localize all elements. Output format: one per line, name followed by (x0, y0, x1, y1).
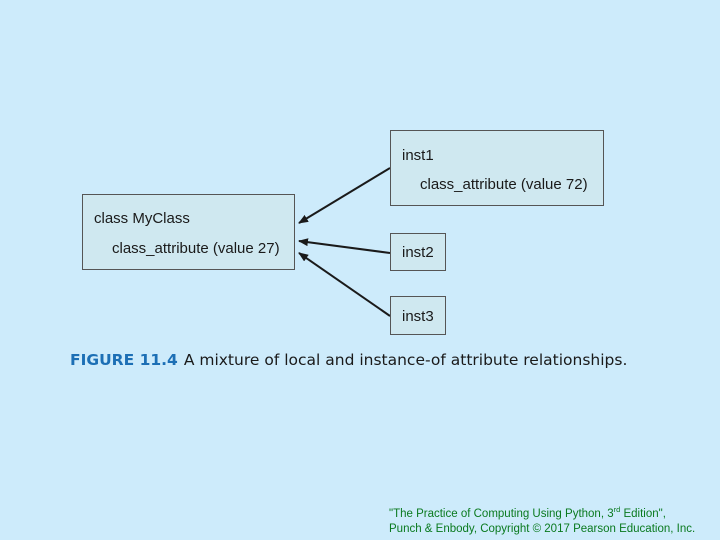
instance-box-inst2: inst2 (390, 233, 446, 271)
footer-superscript: rd (613, 505, 621, 515)
instance-title: inst3 (402, 308, 434, 325)
class-box-myclass: class MyClass class_attribute (value 27) (82, 194, 295, 270)
arrow-inst3-to-class (298, 252, 391, 317)
footer-line-1: "The Practice of Computing Using Python,… (389, 505, 695, 522)
figure-caption: FIGURE 11.4 A mixture of local and instan… (70, 351, 627, 369)
figure-caption-text: A mixture of local and instance-of attri… (183, 351, 628, 369)
instance-title: inst1 (402, 147, 434, 164)
footer-line-1-prefix: "The Practice of Computing Using Python,… (389, 508, 614, 520)
arrow-inst1-to-class (298, 167, 391, 224)
class-box-attribute: class_attribute (value 27) (112, 240, 280, 257)
footer-line-2: Punch & Enbody, Copyright © 2017 Pearson… (389, 523, 696, 535)
instance-box-inst3: inst3 (390, 296, 446, 335)
footer-line-1-suffix: Edition", (620, 508, 666, 520)
instance-box-inst1: inst1 class_attribute (value 72) (390, 130, 604, 206)
instance-attribute: class_attribute (value 72) (420, 176, 588, 193)
instance-title: inst2 (402, 244, 434, 261)
figure-label: FIGURE 11.4 (70, 351, 178, 369)
arrow-inst2-to-class (298, 238, 391, 254)
class-box-title: class MyClass (94, 210, 190, 227)
copyright-footer: "The Practice of Computing Using Python,… (389, 505, 696, 537)
